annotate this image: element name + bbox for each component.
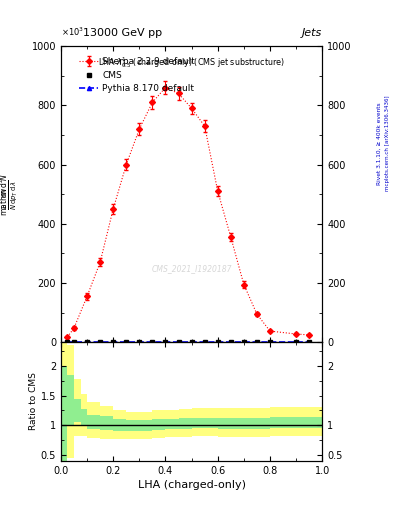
Text: $\frac{1}{N}\frac{\mathrm{d}N}{\mathrm{d}p_T\,\mathrm{d}\,\lambda}$: $\frac{1}{N}\frac{\mathrm{d}N}{\mathrm{d… bbox=[0, 179, 20, 210]
Text: $\times 10^3$: $\times 10^3$ bbox=[61, 26, 84, 38]
CMS bbox=[111, 338, 116, 345]
Pythia 8.170 default bbox=[65, 338, 70, 345]
Pythia 8.170 default bbox=[124, 338, 129, 345]
CMS bbox=[294, 338, 299, 345]
CMS bbox=[150, 338, 155, 345]
Pythia 8.170 default bbox=[215, 338, 220, 345]
CMS bbox=[124, 338, 129, 345]
Pythia 8.170 default bbox=[255, 338, 259, 345]
CMS bbox=[85, 338, 90, 345]
Pythia 8.170 default bbox=[268, 338, 272, 345]
Pythia 8.170 default bbox=[241, 338, 246, 345]
Text: LHA $\lambda^{1}_{0.5}$ (charged only) (CMS jet substructure): LHA $\lambda^{1}_{0.5}$ (charged only) (… bbox=[98, 55, 285, 70]
X-axis label: LHA (charged-only): LHA (charged-only) bbox=[138, 480, 246, 490]
Text: mcplots.cern.ch [arXiv:1306.3436]: mcplots.cern.ch [arXiv:1306.3436] bbox=[385, 96, 389, 191]
CMS bbox=[228, 338, 233, 345]
Legend: Sherpa 2.2.9 default, CMS, Pythia 8.170 default: Sherpa 2.2.9 default, CMS, Pythia 8.170 … bbox=[76, 54, 198, 97]
Pythia 8.170 default bbox=[228, 338, 233, 345]
Text: Jets: Jets bbox=[302, 28, 322, 38]
CMS bbox=[255, 338, 259, 345]
Pythia 8.170 default bbox=[98, 338, 103, 345]
Pythia 8.170 default bbox=[137, 338, 142, 345]
CMS bbox=[202, 338, 207, 345]
Line: Pythia 8.170 default: Pythia 8.170 default bbox=[65, 339, 311, 344]
Y-axis label: Ratio to CMS: Ratio to CMS bbox=[29, 373, 38, 431]
CMS bbox=[137, 338, 142, 345]
Text: Rivet 3.1.10, ≥ 400k events: Rivet 3.1.10, ≥ 400k events bbox=[377, 102, 382, 185]
CMS bbox=[189, 338, 194, 345]
Pythia 8.170 default bbox=[189, 338, 194, 345]
CMS bbox=[72, 338, 76, 345]
Pythia 8.170 default bbox=[150, 338, 155, 345]
CMS bbox=[268, 338, 272, 345]
Pythia 8.170 default bbox=[163, 338, 168, 345]
Text: CMS_2021_I1920187: CMS_2021_I1920187 bbox=[151, 264, 232, 273]
CMS bbox=[307, 338, 312, 345]
Pythia 8.170 default bbox=[85, 338, 90, 345]
CMS bbox=[176, 338, 181, 345]
Line: CMS: CMS bbox=[65, 339, 311, 344]
CMS bbox=[215, 338, 220, 345]
Pythia 8.170 default bbox=[111, 338, 116, 345]
CMS bbox=[65, 338, 70, 345]
Text: 13000 GeV pp: 13000 GeV pp bbox=[83, 28, 162, 38]
Pythia 8.170 default bbox=[176, 338, 181, 345]
Pythia 8.170 default bbox=[307, 338, 312, 345]
Pythia 8.170 default bbox=[202, 338, 207, 345]
CMS bbox=[241, 338, 246, 345]
Pythia 8.170 default bbox=[294, 338, 299, 345]
Pythia 8.170 default bbox=[72, 338, 76, 345]
CMS bbox=[163, 338, 168, 345]
Text: $\mathrm{mathm\,d}^2\!N$: $\mathrm{mathm\,d}^2\!N$ bbox=[0, 173, 10, 216]
CMS bbox=[98, 338, 103, 345]
